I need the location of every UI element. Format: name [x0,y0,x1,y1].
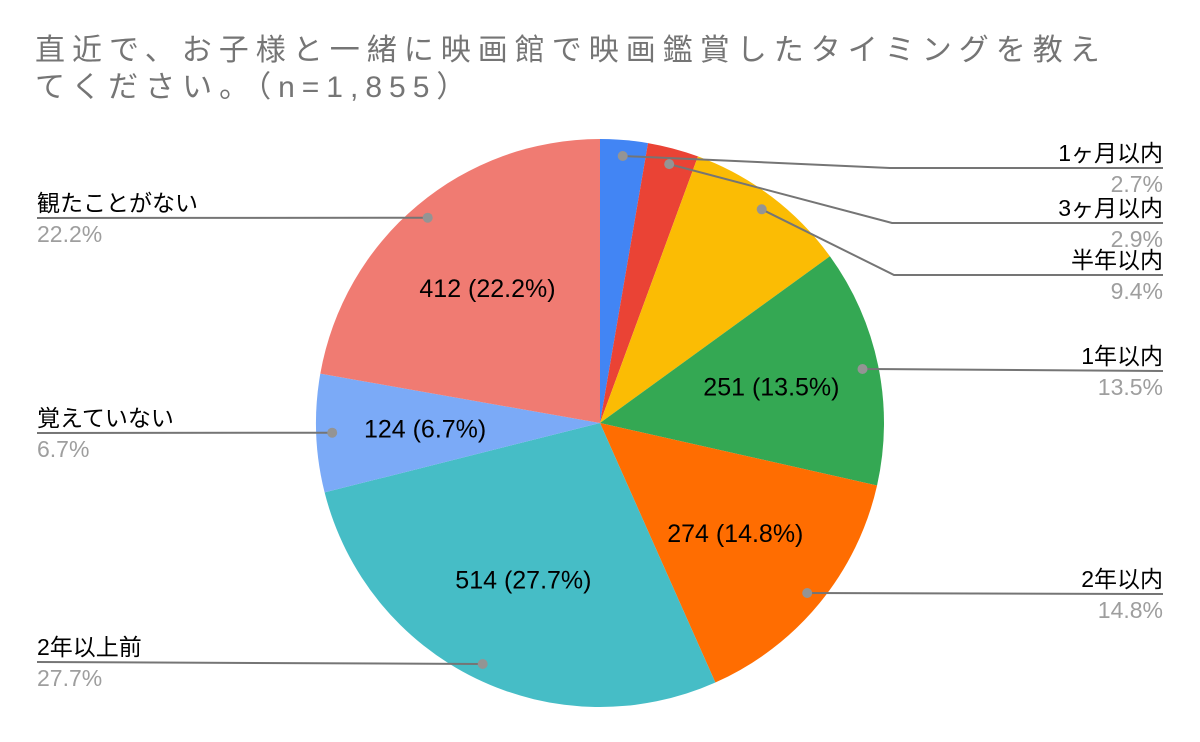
callout-label: 2年以上前 [37,634,142,660]
chart-title: 直近で、お子様と一緒に映画館で映画鑑賞したタイミングを教えてください。（n=1,… [35,34,1107,104]
callout-percent: 27.7% [37,665,102,691]
callout-line [807,592,1164,595]
callout-line [862,368,1164,372]
slice-value-label: 251 (13.5%) [703,374,839,402]
callout-dot [422,212,433,223]
pie-slice-1 [600,143,698,423]
slice-value-label: 274 (14.8%) [667,520,803,548]
callout-label: 1ヶ月以内 [1058,140,1163,166]
callout-label: 3ヶ月以内 [1058,195,1163,221]
callout-line [622,155,1163,169]
callout-percent: 2.9% [1111,226,1163,252]
slice-value-label: 412 (22.2%) [419,275,555,303]
callout-label: 半年以内 [1071,247,1163,273]
callout-dot [857,364,868,374]
callout-dot [664,159,675,170]
callout-label: 覚えていない [37,405,174,431]
callout-dot [756,204,767,215]
callout-percent: 13.5% [1098,374,1163,400]
callout-label: 1年以内 [1081,343,1163,369]
slice-value-label: 514 (27.7%) [455,566,591,594]
callout-percent: 22.2% [37,221,102,247]
pie-slice-4 [600,423,878,683]
callout-percent: 2.7% [1111,171,1163,197]
pie-slice-5 [324,423,716,708]
callout-label: 観たことがない [37,190,198,216]
pie-slice-7 [320,138,600,423]
callout-dot [327,427,338,438]
callout-percent: 9.4% [1111,278,1163,304]
callout-percent: 14.8% [1098,597,1163,623]
callout-percent: 6.7% [37,436,89,462]
slice-value-label: 124 (6.7%) [364,415,486,443]
callout-line [668,163,1163,224]
callout-line [36,661,483,665]
pie-slice-6 [315,373,600,493]
callout-line [761,208,1163,276]
pie-slice-2 [600,156,830,423]
callout-label: 2年以内 [1081,566,1163,592]
pie-slice-0 [600,139,648,423]
callout-dot [617,151,628,161]
pie-slice-3 [600,256,885,486]
callout-dot [477,659,488,669]
callout-dot [802,588,813,598]
